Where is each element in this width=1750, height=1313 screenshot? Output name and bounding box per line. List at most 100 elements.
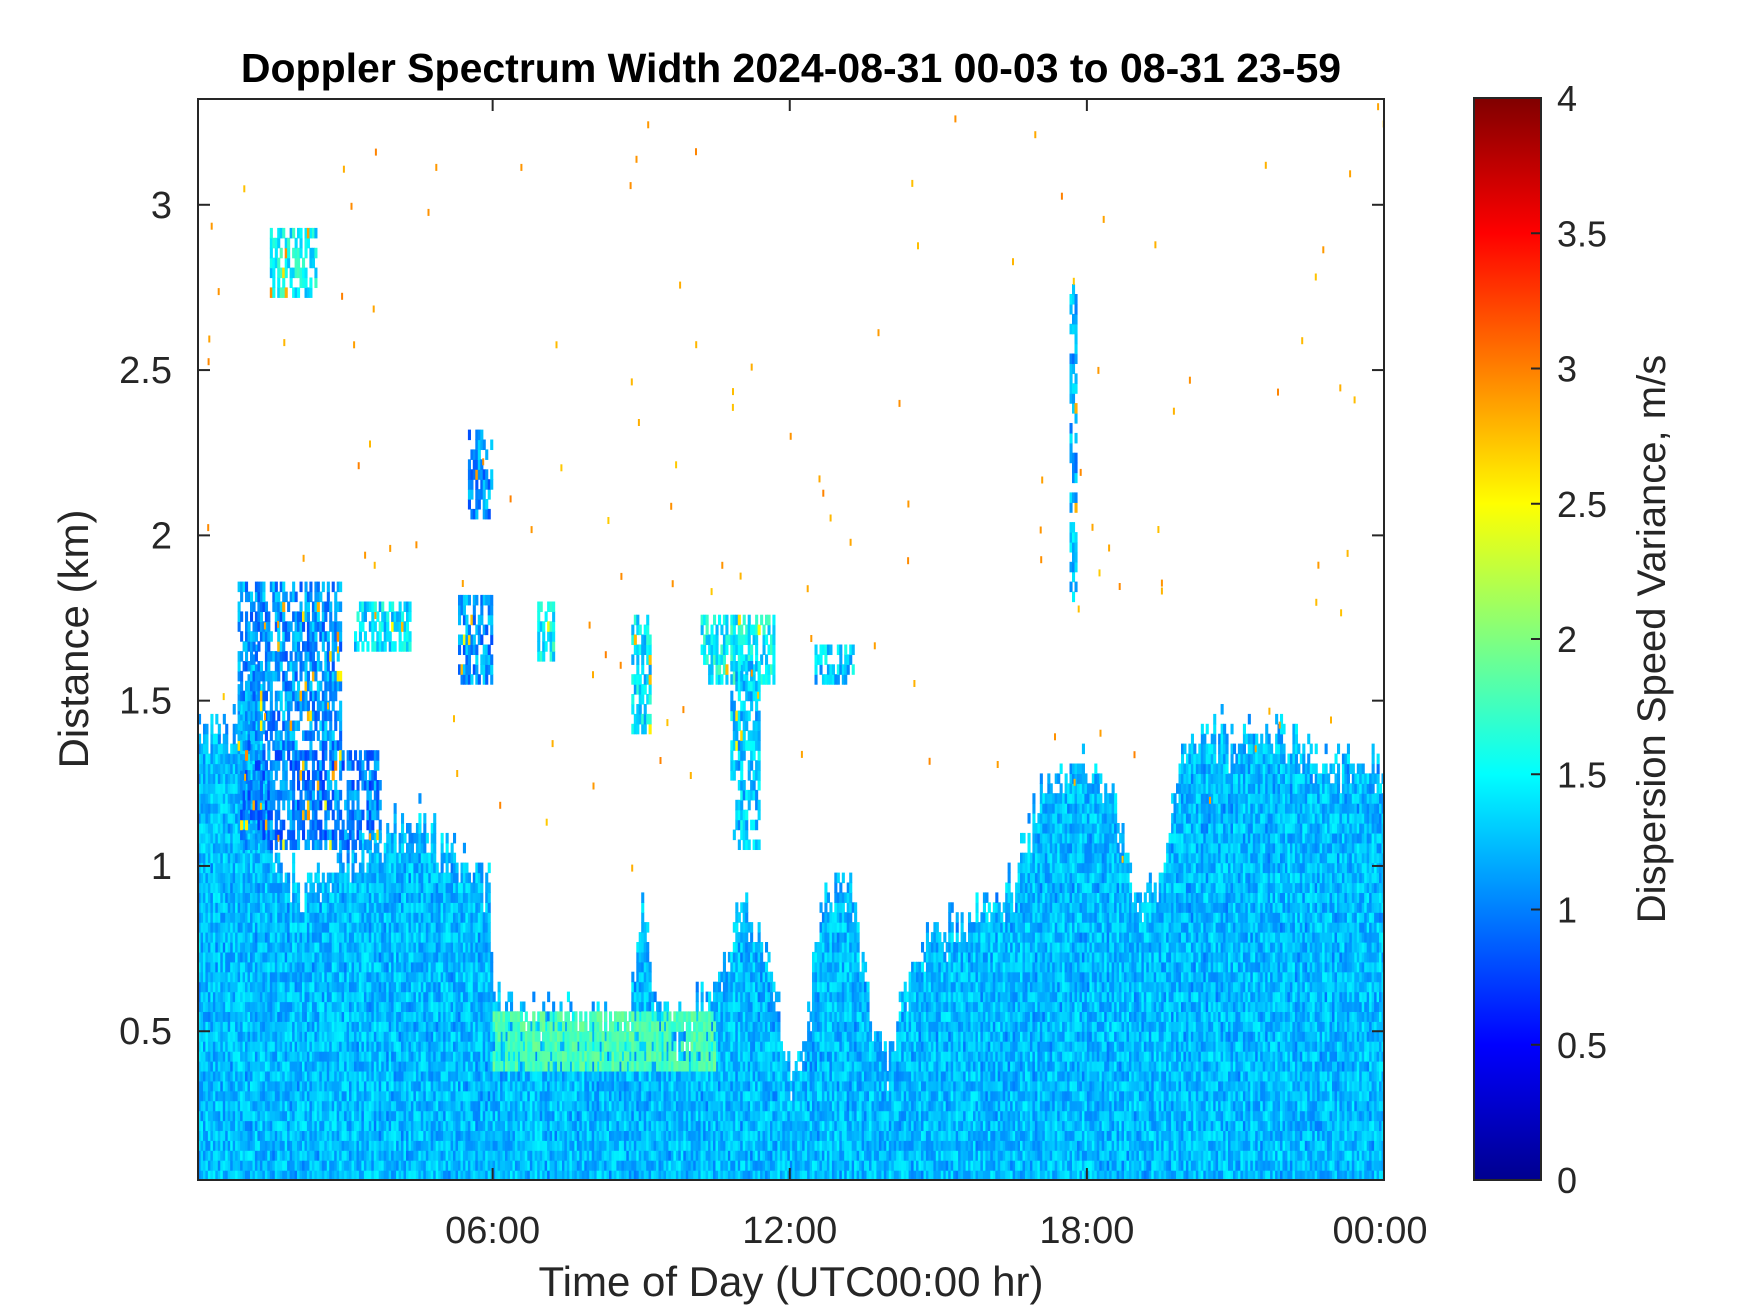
heatmap-cell: [242, 753, 246, 765]
heatmap-cell: [341, 912, 345, 923]
heatmap-cell: [292, 1150, 296, 1161]
heatmap-cell: [299, 1021, 303, 1032]
heatmap-cell: [225, 1080, 229, 1092]
heatmap-cell: [220, 753, 224, 765]
heatmap-cell: [306, 932, 310, 943]
heatmap-cell: [349, 1080, 353, 1092]
heatmap-cell: [319, 1100, 323, 1112]
heatmap-cell: [344, 961, 348, 973]
heatmap-cell: [299, 1070, 303, 1082]
heatmap-cell: [314, 1021, 318, 1032]
heatmap-cell: [339, 882, 343, 894]
heatmap-cell: [311, 1051, 315, 1062]
heatmap-cell: [210, 1051, 214, 1062]
heatmap-cell: [245, 1160, 249, 1171]
heatmap-cell: [314, 1061, 318, 1072]
heatmap-cell: [316, 1070, 320, 1082]
heatmap-cell: [252, 1090, 256, 1102]
heatmap-cell: [227, 1070, 231, 1082]
heatmap-cell: [237, 832, 241, 844]
heatmap-cell: [292, 981, 296, 993]
heatmap-cell: [304, 1061, 308, 1072]
heatmap-cell: [311, 971, 315, 983]
heatmap-cell: [259, 1110, 263, 1122]
heatmap-cell: [289, 1090, 293, 1102]
heatmap-cell: [269, 932, 273, 943]
heatmap-cell: [306, 971, 310, 983]
heatmap-cell: [245, 1110, 249, 1122]
heatmap-cell: [259, 1011, 263, 1022]
heatmap-cell: [292, 961, 296, 973]
heatmap-cell: [311, 1041, 315, 1052]
heatmap-cell: [279, 1130, 283, 1141]
heatmap-cell: [319, 912, 323, 923]
heatmap-cell: [203, 1120, 207, 1132]
heatmap-cell: [279, 1001, 283, 1013]
heatmap-cell: [319, 1120, 323, 1132]
heatmap-cell: [277, 1110, 281, 1122]
heatmap-cell: [227, 882, 231, 894]
heatmap-cell: [284, 892, 288, 903]
heatmap-cell: [490, 981, 494, 993]
heatmap-cell: [222, 1110, 226, 1122]
heatmap-cell: [346, 1130, 350, 1141]
heatmap-cell: [232, 1100, 236, 1112]
heatmap-cell: [324, 971, 328, 983]
heatmap-cell: [354, 1100, 358, 1112]
heatmap-cell: [245, 1170, 249, 1180]
heatmap-cell: [334, 882, 338, 894]
heatmap-cell: [272, 1031, 276, 1042]
heatmap-cell: [257, 1160, 261, 1171]
heatmap-cell: [207, 961, 211, 973]
heatmap-cell: [354, 852, 358, 864]
heatmap-cell: [235, 1090, 239, 1102]
heatmap-cell: [336, 872, 340, 884]
heatmap-cell: [205, 773, 209, 784]
heatmap-cell: [440, 862, 444, 874]
heatmap-cell: [297, 882, 301, 894]
heatmap-cell: [220, 1090, 224, 1102]
heatmap-cell: [252, 912, 256, 923]
heatmap-cell: [289, 981, 293, 993]
heatmap-cell: [433, 852, 437, 864]
heatmap-cell: [292, 1100, 296, 1112]
heatmap-cell: [299, 1150, 303, 1161]
heatmap-cell: [245, 1021, 249, 1032]
heatmap-cell: [220, 832, 224, 844]
heatmap-cell: [247, 1140, 251, 1151]
heatmap-cell: [274, 922, 278, 933]
heatmap-cell: [203, 803, 207, 814]
heatmap-cell: [282, 1140, 286, 1151]
heatmap-cell: [344, 1080, 348, 1092]
heatmap-cell: [254, 991, 258, 1003]
heatmap-cell: [297, 1110, 301, 1122]
heatmap-cell: [267, 1021, 271, 1032]
heatmap-cell: [217, 1031, 221, 1042]
heatmap-cell: [252, 832, 256, 844]
heatmap-cell: [272, 882, 276, 894]
heatmap-cell: [349, 1051, 353, 1062]
heatmap-cell: [230, 922, 234, 933]
heatmap-cell: [222, 922, 226, 933]
heatmap-cell: [250, 862, 254, 874]
heatmap-cell: [289, 1100, 293, 1112]
heatmap-cell: [272, 1041, 276, 1052]
heatmap-cell: [356, 1100, 360, 1112]
heatmap-cell: [245, 763, 249, 775]
heatmap-cell: [346, 951, 350, 963]
heatmap-cell: [319, 1051, 323, 1062]
heatmap-cell: [232, 733, 236, 745]
heatmap-cell: [274, 1001, 278, 1013]
heatmap-cell: [356, 1160, 360, 1171]
heatmap-cell: [311, 1140, 315, 1151]
heatmap-cell: [279, 991, 283, 1003]
heatmap-cell: [349, 1170, 353, 1180]
heatmap-cell: [203, 1061, 207, 1072]
heatmap-cell: [235, 1170, 239, 1180]
heatmap-cell: [198, 991, 202, 1003]
heatmap-cell: [272, 1080, 276, 1092]
heatmap-cell: [217, 1120, 221, 1132]
heatmap-cell: [269, 1001, 273, 1013]
heatmap-cell: [245, 1070, 249, 1082]
heatmap-cell: [245, 1001, 249, 1013]
